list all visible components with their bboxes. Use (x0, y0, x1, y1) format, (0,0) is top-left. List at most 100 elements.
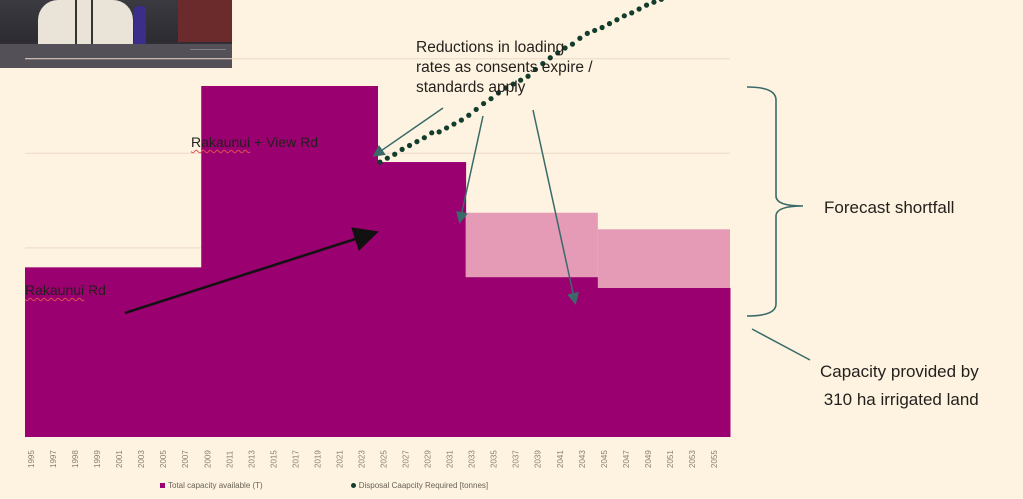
x-tick-label: 2025 (380, 450, 389, 468)
demand-dot (406, 142, 413, 149)
x-tick-label: 1999 (93, 450, 102, 468)
demand-dot (473, 106, 479, 113)
demand-dot (384, 155, 390, 161)
annotation-line: 310 ha irrigated land (823, 390, 979, 409)
x-tick-label: 2003 (137, 450, 146, 468)
x-tick-label: 2017 (291, 450, 300, 468)
demand-dot (636, 6, 642, 12)
demand-dot (629, 10, 635, 16)
demand-dot (547, 55, 553, 61)
demand-dot (466, 112, 472, 118)
x-tick-label: 2001 (115, 450, 124, 468)
x-tick-label: 2023 (357, 450, 366, 468)
label-rakaunui-view-rd: Rakaunui + View Rd (191, 134, 318, 150)
demand-dot (429, 130, 435, 136)
label-rakaunui-word: Rakaunui (191, 134, 251, 150)
demand-dot (562, 45, 568, 51)
capacity-areas (25, 86, 731, 438)
x-tick-label: 2009 (203, 450, 212, 468)
video-lanyard (75, 0, 93, 44)
demand-dot (621, 13, 627, 19)
demand-dot (555, 50, 561, 56)
annotation-forecast-shortfall: Forecast shortfall (824, 198, 955, 217)
x-tick-label: 2021 (335, 450, 344, 468)
x-tick-label: 2027 (402, 450, 411, 468)
capacity-step (25, 267, 202, 437)
demand-dot (569, 41, 576, 47)
annotation-line: standards apply (416, 79, 526, 96)
video-desk (0, 44, 232, 68)
annotation-arrows (124, 86, 811, 361)
x-tick-label: 2011 (225, 450, 234, 468)
demand-dot (525, 73, 531, 79)
demand-dot (458, 117, 464, 123)
demand-dot (443, 125, 450, 131)
annotation-line: Capacity provided by (820, 362, 979, 381)
x-tick-label: 2053 (688, 450, 697, 468)
x-tick-label: 2037 (512, 450, 521, 468)
demand-dot (577, 35, 583, 41)
demand-dot (658, 0, 664, 2)
x-tick-label: 2055 (710, 450, 719, 468)
x-tick-label: 2015 (269, 450, 278, 468)
video-screen (190, 49, 226, 64)
demand-dot (518, 77, 524, 83)
demand-dot (421, 135, 427, 141)
demand-dot (495, 90, 502, 96)
capacity-pointer-line (751, 328, 811, 361)
legend-dot-icon (350, 483, 356, 488)
reduction-band (597, 229, 730, 288)
demand-dot (436, 129, 442, 135)
x-tick-label: 2007 (181, 450, 190, 468)
arrow-to-view-rd-step (372, 107, 444, 157)
x-tick-label: 1997 (49, 450, 58, 468)
x-tick-label: 2043 (578, 450, 587, 468)
demand-dot (651, 0, 657, 5)
x-tick-label: 2047 (622, 450, 631, 468)
x-tick-label: 2041 (556, 450, 565, 468)
demand-dot (377, 159, 383, 165)
demand-dot (480, 100, 487, 107)
label-rd-word: Rd (88, 282, 106, 298)
demand-dot (599, 24, 605, 31)
x-tick-label: 2033 (468, 450, 477, 468)
demand-dot (451, 121, 457, 127)
demand-dot (510, 81, 516, 87)
capacity-step (465, 277, 599, 437)
x-tick-label: 2019 (313, 450, 322, 468)
annotation-capacity-irrigated: Capacity provided by 310 ha irrigated la… (820, 358, 979, 414)
x-tick-label: 2039 (534, 450, 543, 468)
demand-dot (488, 96, 494, 102)
demand-dot (392, 151, 398, 157)
x-tick-label: 2013 (247, 450, 256, 468)
annotation-line: rates as consents expire / (416, 59, 593, 76)
capacity-step (597, 287, 731, 437)
shortfall-brace (746, 86, 804, 317)
x-tick-label: 2005 (159, 450, 168, 468)
x-tick-label: 1998 (71, 450, 80, 468)
label-rakaunui-word: Rakaunui (25, 282, 85, 298)
legend-label: Total capacity available (T) (168, 481, 263, 490)
legend-item-disposal: Disposal Caapcity Required [tonnes] (350, 481, 489, 490)
reduction-band (465, 212, 598, 278)
legend-label: Disposal Caapcity Required [tonnes] (358, 481, 489, 490)
demand-dot (503, 85, 509, 91)
demand-dot (614, 17, 620, 23)
legend-square-icon (160, 483, 165, 488)
x-tick-label: 2045 (600, 450, 609, 468)
video-inset (0, 0, 232, 68)
capacity-step (201, 86, 378, 437)
x-tick-label: 1995 (27, 450, 36, 468)
x-axis-ticks: 1995 1997 1998 1999 2001 2003 2005 2007 2009 2011… (27, 450, 719, 468)
demand-dot (532, 66, 539, 73)
demand-dot (592, 27, 598, 34)
demand-dot (540, 61, 546, 67)
x-tick-label: 2049 (644, 450, 653, 468)
video-bottle (134, 6, 146, 44)
demand-dot (399, 146, 405, 152)
demand-dot (584, 30, 590, 36)
label-rakaunui-rd: Rakaunui Rd (25, 282, 106, 298)
demand-dot (643, 2, 650, 8)
annotation-reductions: Reductions in loading rates as consents … (416, 38, 593, 98)
demand-dots (377, 0, 664, 165)
